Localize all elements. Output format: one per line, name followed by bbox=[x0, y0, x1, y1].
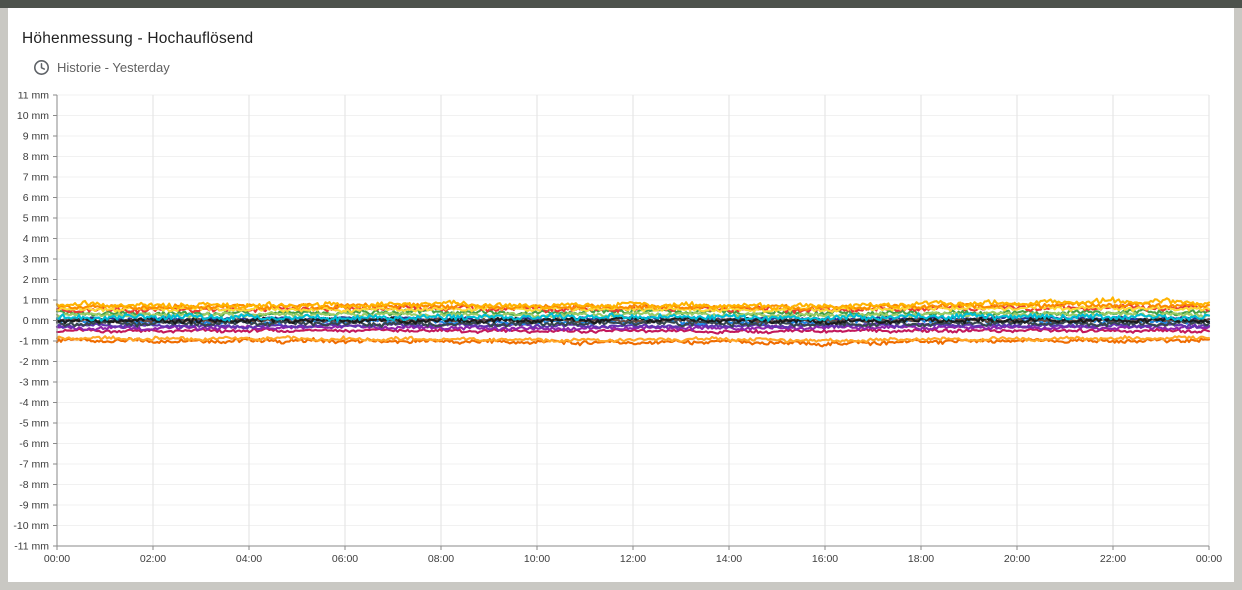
svg-text:06:00: 06:00 bbox=[332, 553, 358, 565]
svg-text:7 mm: 7 mm bbox=[23, 172, 50, 184]
svg-text:-3 mm: -3 mm bbox=[19, 377, 49, 389]
svg-text:08:00: 08:00 bbox=[428, 553, 454, 565]
svg-text:2 mm: 2 mm bbox=[23, 274, 50, 286]
svg-text:0 mm: 0 mm bbox=[23, 315, 50, 327]
svg-text:-5 mm: -5 mm bbox=[19, 418, 49, 430]
svg-text:3 mm: 3 mm bbox=[23, 254, 50, 266]
svg-text:4 mm: 4 mm bbox=[23, 233, 50, 245]
svg-text:-2 mm: -2 mm bbox=[19, 356, 49, 368]
svg-text:20:00: 20:00 bbox=[1004, 553, 1030, 565]
svg-text:1 mm: 1 mm bbox=[23, 295, 50, 307]
svg-text:-8 mm: -8 mm bbox=[19, 479, 49, 491]
svg-text:11 mm: 11 mm bbox=[18, 92, 50, 102]
svg-text:22:00: 22:00 bbox=[1100, 553, 1126, 565]
svg-text:18:00: 18:00 bbox=[908, 553, 934, 565]
svg-text:02:00: 02:00 bbox=[140, 553, 166, 565]
height-measurement-chart[interactable]: 11 mm 10 mm 9 mm 8 mm 7 mm 6 mm 5 mm 4 mm 3 mm 2 … bbox=[8, 92, 1234, 576]
svg-text:-4 mm: -4 mm bbox=[19, 397, 49, 409]
svg-text:-9 mm: -9 mm bbox=[19, 500, 49, 512]
svg-text:12:00: 12:00 bbox=[620, 553, 646, 565]
page-title: Höhenmessung - Hochauflösend bbox=[22, 30, 254, 47]
history-label: Historie - Yesterday bbox=[57, 60, 170, 75]
svg-text:00:00: 00:00 bbox=[1196, 553, 1222, 565]
svg-text:14:00: 14:00 bbox=[716, 553, 742, 565]
svg-text:-1 mm: -1 mm bbox=[19, 336, 49, 348]
svg-text:00:00: 00:00 bbox=[44, 553, 70, 565]
svg-text:5 mm: 5 mm bbox=[23, 213, 50, 225]
svg-text:-10 mm: -10 mm bbox=[13, 520, 49, 532]
svg-text:10 mm: 10 mm bbox=[17, 110, 49, 122]
svg-text:-7 mm: -7 mm bbox=[19, 459, 49, 471]
svg-text:8 mm: 8 mm bbox=[23, 151, 50, 163]
history-clock-icon bbox=[34, 60, 49, 75]
svg-text:-6 mm: -6 mm bbox=[19, 438, 49, 450]
svg-text:16:00: 16:00 bbox=[812, 553, 838, 565]
svg-text:10:00: 10:00 bbox=[524, 553, 550, 565]
history-row: Historie - Yesterday bbox=[33, 59, 170, 76]
svg-text:-11 mm: -11 mm bbox=[14, 541, 49, 553]
svg-text:6 mm: 6 mm bbox=[23, 192, 50, 204]
svg-text:04:00: 04:00 bbox=[236, 553, 262, 565]
svg-text:9 mm: 9 mm bbox=[23, 131, 50, 143]
window-top-bar bbox=[0, 0, 1242, 8]
chart-panel: Höhenmessung - Hochauflösend Historie - … bbox=[8, 8, 1234, 582]
